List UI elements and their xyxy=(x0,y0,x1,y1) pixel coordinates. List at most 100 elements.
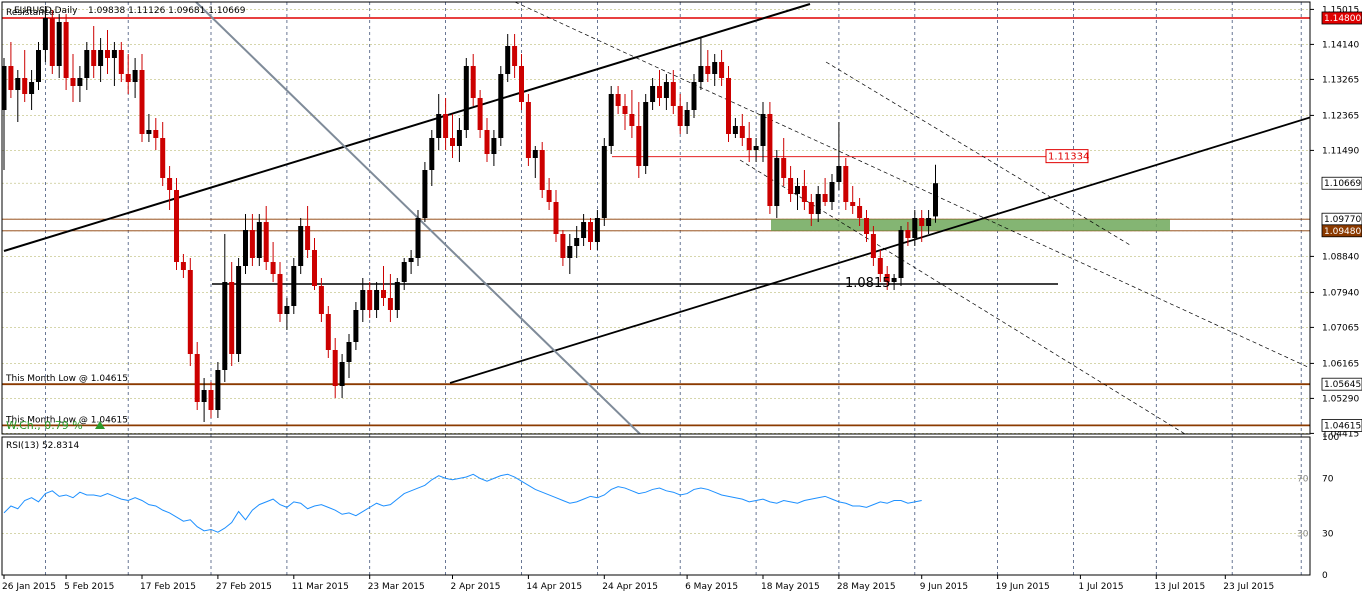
rsi-panel xyxy=(2,473,1310,534)
candle-body-94 xyxy=(650,86,656,102)
candle-body-77 xyxy=(532,150,538,158)
dotted-channel-line-1 xyxy=(514,2,1310,369)
candle-body-41 xyxy=(284,306,290,314)
candle-body-31 xyxy=(215,370,221,410)
wch-up-arrow-icon xyxy=(95,421,105,429)
candle-body-114 xyxy=(788,178,794,194)
candle-body-78 xyxy=(539,150,545,190)
candle-body-21 xyxy=(146,130,152,134)
price-tick-label-9: 1.07940 xyxy=(1322,288,1359,298)
candle-body-91 xyxy=(629,114,635,126)
candle-body-79 xyxy=(546,190,552,202)
candle-body-13 xyxy=(91,50,97,66)
level-label-5: This Month Low @ 1.04615 xyxy=(5,415,128,425)
price-tag-text-4: 1.05645 xyxy=(1324,380,1361,390)
candle-body-86 xyxy=(594,218,600,242)
candle-body-132 xyxy=(912,218,918,238)
date-tick-label-3: 27 Feb 2015 xyxy=(216,582,272,592)
candle-body-105 xyxy=(726,78,731,134)
price-tick-label-10: 1.07065 xyxy=(1322,323,1359,333)
candle-body-112 xyxy=(774,158,780,206)
main-panel-frame xyxy=(1,1,1311,435)
candle-body-72 xyxy=(498,74,504,138)
rsi-tick-label-1: 70 xyxy=(1322,474,1334,484)
candle-body-2 xyxy=(15,78,21,90)
candle-body-44 xyxy=(305,226,311,250)
date-tick-label-14: 1 Jul 2015 xyxy=(1078,582,1123,592)
support-zone xyxy=(771,219,1170,231)
dotted-channel-line-3 xyxy=(825,61,1131,246)
candle-body-121 xyxy=(836,166,842,182)
candle-body-95 xyxy=(657,86,662,98)
rsi-header: RSI(13) 52.8314 xyxy=(6,441,79,451)
channel-upper-line xyxy=(3,3,811,252)
candle-body-10 xyxy=(70,78,76,86)
chart-header-ohlc: 1.09838 1.11126 1.09681 1.10669 xyxy=(88,6,246,16)
candle-body-88 xyxy=(608,94,614,146)
candle-body-49 xyxy=(339,362,345,386)
candle-body-22 xyxy=(153,130,159,138)
rsi-line xyxy=(3,473,922,533)
candle-body-117 xyxy=(808,202,814,214)
candle-body-127 xyxy=(877,258,883,274)
date-tick-label-0: 26 Jan 2015 xyxy=(2,582,56,592)
candle-body-0 xyxy=(1,66,7,110)
candle-body-60 xyxy=(415,218,421,258)
price-tick-label-13: 1.05290 xyxy=(1322,394,1359,404)
rsi-inner-label-2: 30 xyxy=(1297,530,1309,540)
candle-body-104 xyxy=(719,62,725,78)
candle-body-68 xyxy=(470,66,476,98)
candle-body-3 xyxy=(22,78,28,94)
candle-body-82 xyxy=(567,246,573,258)
candle-body-43 xyxy=(298,226,304,266)
candle-body-103 xyxy=(712,62,718,74)
candle-body-4 xyxy=(29,82,35,94)
candle-body-17 xyxy=(118,50,124,74)
candle-body-85 xyxy=(588,222,593,242)
candle-body-120 xyxy=(829,182,835,202)
candle-body-100 xyxy=(691,82,697,110)
date-tick-label-12: 9 Jun 2015 xyxy=(920,582,968,592)
candle-body-8 xyxy=(56,22,62,66)
candle-body-109 xyxy=(753,146,759,150)
date-tick-label-16: 23 Jul 2015 xyxy=(1223,582,1274,592)
price-tick-label-3: 1.12365 xyxy=(1322,111,1359,121)
date-tick-label-7: 14 Apr 2015 xyxy=(526,582,582,592)
price-tick-label-15: 1.04415 xyxy=(1322,429,1359,439)
candle-body-14 xyxy=(98,50,104,66)
candle-body-111 xyxy=(767,114,773,206)
price-tag-box-0 xyxy=(1321,11,1362,25)
candle-body-92 xyxy=(636,126,642,166)
candle-body-48 xyxy=(332,350,338,386)
candle-body-53 xyxy=(367,290,373,310)
candle-body-116 xyxy=(801,186,807,202)
candle-body-134 xyxy=(926,218,932,226)
date-tick-label-1: 5 Feb 2015 xyxy=(64,582,114,592)
price-tick-label-2: 1.13265 xyxy=(1322,75,1359,85)
candle-body-42 xyxy=(291,266,297,306)
price-tag-text-2: 1.09770 xyxy=(1324,215,1361,225)
candle-body-9 xyxy=(63,22,69,78)
candle-body-35 xyxy=(243,230,248,266)
candle-body-90 xyxy=(622,106,628,114)
candle-body-58 xyxy=(401,262,407,282)
price-tick-label-1: 1.14140 xyxy=(1322,40,1359,50)
level-label-0: Resistance xyxy=(6,8,55,18)
candle-body-125 xyxy=(864,218,869,234)
candle-body-118 xyxy=(815,194,821,214)
date-tick-label-8: 24 Apr 2015 xyxy=(602,582,658,592)
candle-body-26 xyxy=(180,262,186,270)
candle-body-52 xyxy=(360,290,366,310)
candle-body-34 xyxy=(236,266,242,354)
candle-body-24 xyxy=(167,178,173,190)
candle-body-33 xyxy=(229,282,235,354)
candle-body-108 xyxy=(746,138,752,150)
candle-body-101 xyxy=(698,66,704,82)
candle-body-84 xyxy=(581,222,587,238)
candle-body-67 xyxy=(463,66,469,130)
candle-body-57 xyxy=(394,282,400,310)
candle-body-30 xyxy=(208,390,214,410)
rsi-tick-label-2: 30 xyxy=(1322,530,1334,540)
candle-body-65 xyxy=(450,138,455,146)
